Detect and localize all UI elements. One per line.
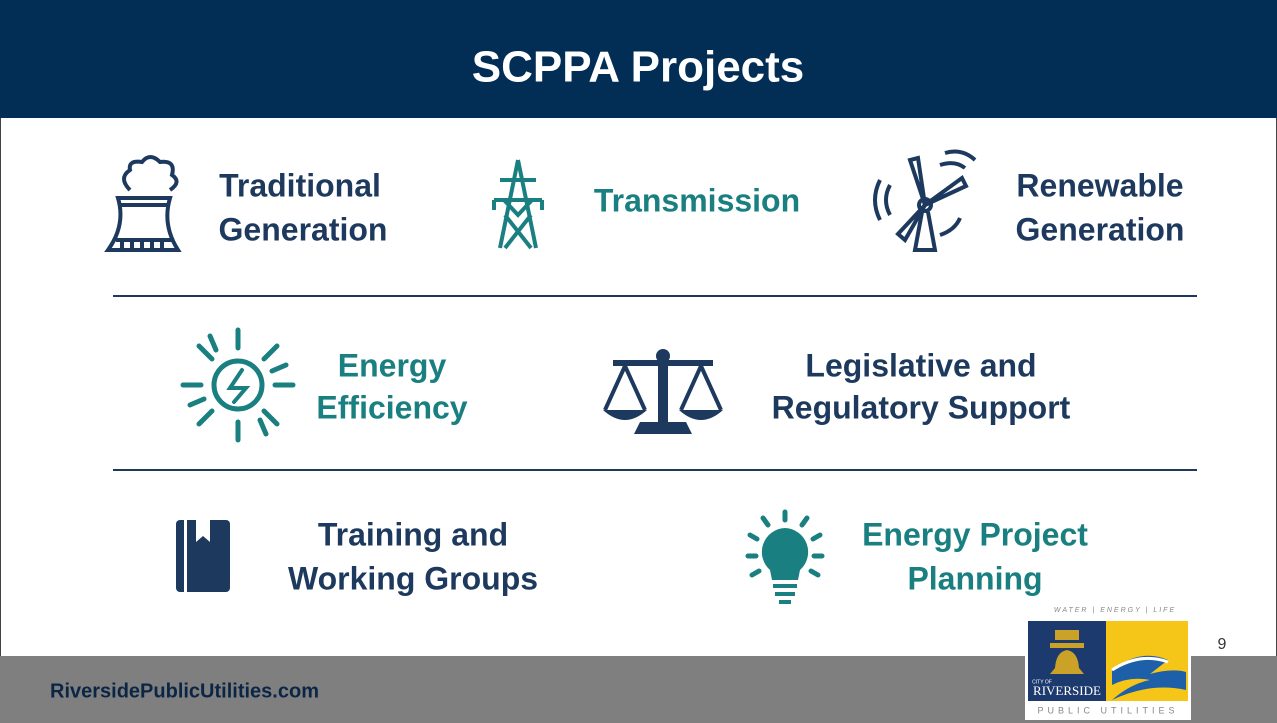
logo-utility: PUBLIC UTILITIES: [1037, 705, 1178, 715]
item-label: Generation: [1016, 211, 1185, 247]
item-label: Regulatory Support: [772, 389, 1071, 425]
item-label: Energy: [338, 347, 447, 383]
item-label: Generation: [219, 211, 388, 247]
bulb-icon: [745, 509, 825, 604]
item-label: Training and: [318, 516, 508, 552]
tower-icon: [492, 159, 544, 250]
header-bar: [0, 0, 1277, 118]
logo: [1025, 603, 1191, 720]
scales-icon: [603, 349, 723, 434]
sun-icon: [180, 327, 296, 443]
item-label: Transmission: [594, 182, 800, 218]
item-label: Planning: [907, 560, 1042, 596]
page-number: 9: [1218, 636, 1227, 653]
book-icon: [176, 520, 230, 592]
power-plant-icon: [104, 155, 182, 252]
item-label: Energy Project: [862, 516, 1088, 552]
item-label: Legislative and: [805, 347, 1036, 383]
logo-city-of: CITY OF: [1032, 679, 1052, 685]
logo-tagline: WATER | ENERGY | LIFE: [1054, 607, 1176, 614]
footer-website: RiversidePublicUtilities.com: [50, 680, 319, 702]
item-label: Renewable: [1016, 167, 1183, 203]
slide-title: SCPPA Projects: [472, 43, 805, 92]
item-label: Efficiency: [316, 389, 467, 425]
item-label: Working Groups: [288, 560, 538, 596]
wind-turbine-icon: [873, 149, 977, 252]
logo-city: RIVERSIDE: [1033, 683, 1101, 698]
item-label: Traditional: [219, 167, 381, 203]
